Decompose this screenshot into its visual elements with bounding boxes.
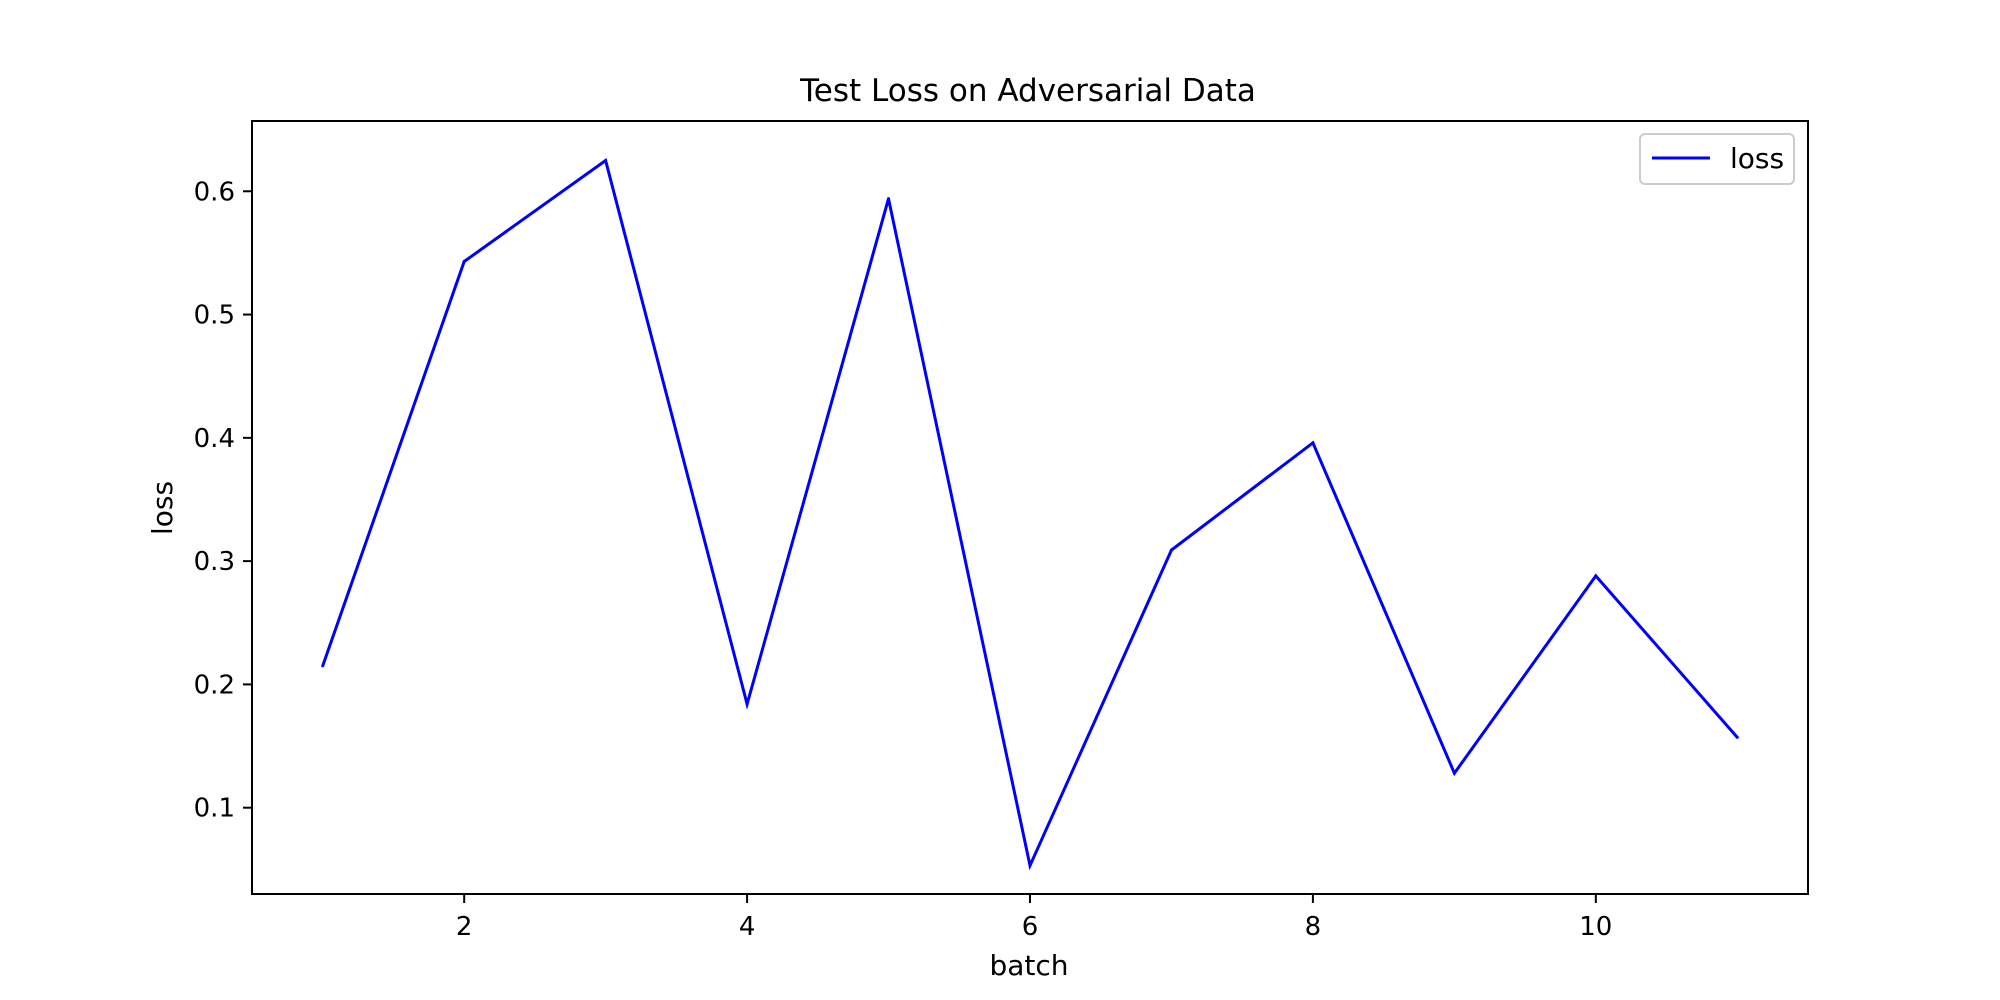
data-point [1452, 771, 1456, 775]
y-tick-label: 0.2 [194, 670, 235, 700]
x-tick-label: 2 [456, 912, 473, 942]
data-point [321, 664, 325, 668]
y-axis-label: loss [146, 481, 179, 535]
data-point [1028, 864, 1032, 868]
data-point [745, 702, 749, 706]
chart-title: Test Loss on Adversarial Data [799, 73, 1256, 109]
y-axis: 0.1 0.2 0.3 0.4 0.5 0.6 [194, 177, 252, 824]
legend-label-loss: loss [1730, 142, 1784, 175]
data-point [1169, 548, 1173, 552]
legend: loss [1639, 133, 1795, 185]
y-tick-label: 0.1 [194, 794, 235, 824]
legend-box [1639, 133, 1795, 185]
y-tick-label: 0.6 [194, 177, 235, 207]
x-tick-label: 4 [739, 912, 756, 942]
y-tick-label: 0.5 [194, 301, 235, 331]
y-tick-label: 0.4 [194, 424, 235, 454]
data-point [1311, 441, 1315, 445]
data-point [1735, 735, 1739, 739]
x-axis: 2 4 6 8 10 [456, 894, 1612, 942]
data-point [604, 158, 608, 162]
x-tick-label: 10 [1579, 912, 1612, 942]
data-point [1594, 574, 1598, 578]
x-axis-label: batch [989, 949, 1068, 982]
x-tick-label: 8 [1305, 912, 1322, 942]
y-tick-label: 0.3 [194, 547, 235, 577]
data-point [887, 197, 891, 201]
data-point [462, 260, 466, 264]
x-tick-label: 6 [1022, 912, 1039, 942]
plot-area [321, 158, 1739, 871]
